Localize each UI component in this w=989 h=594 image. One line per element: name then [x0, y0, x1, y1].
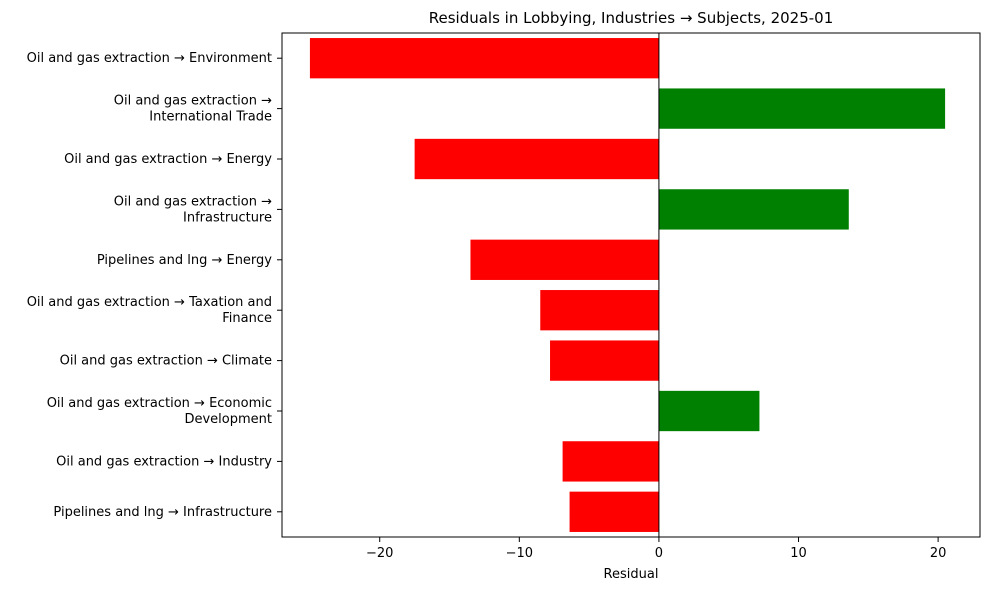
- x-tick-label: 0: [655, 546, 663, 561]
- x-axis: −20 −10 0 10 20: [366, 537, 946, 561]
- bar: [540, 290, 659, 331]
- y-tick-label: Oil and gas extraction → Environment: [27, 51, 272, 66]
- x-tick-label: −10: [506, 546, 533, 561]
- bar: [309, 38, 659, 79]
- chart-title: Residuals in Lobbying, Industries → Subj…: [429, 9, 834, 27]
- bar: [569, 491, 659, 532]
- y-tick-label: Pipelines and lng → Energy: [97, 252, 272, 267]
- y-tick-label: Oil and gas extraction → International Tr…: [114, 93, 272, 124]
- bar: [470, 239, 659, 280]
- y-tick-label: Oil and gas extraction → Economic Develop…: [47, 396, 272, 427]
- x-tick-label: 20: [930, 546, 947, 561]
- bar: [550, 340, 659, 381]
- y-tick-label: Pipelines and lng → Infrastructure: [53, 504, 272, 519]
- x-tick-label: −20: [366, 546, 393, 561]
- y-tick-label: Oil and gas extraction → Energy: [64, 152, 272, 167]
- y-tick-label: Oil and gas extraction → Taxation and Fin…: [27, 295, 272, 326]
- bar: [414, 138, 659, 180]
- y-tick-label: Oil and gas extraction → Climate: [60, 353, 272, 368]
- x-axis-label: Residual: [604, 567, 659, 582]
- plot-frame: [281, 32, 981, 538]
- bar: [658, 390, 760, 432]
- x-tick-label: 10: [790, 546, 807, 561]
- bar: [658, 88, 946, 129]
- bar: [658, 189, 849, 230]
- y-tick-label: Oil and gas extraction → Infrastructure: [114, 194, 272, 225]
- y-tick-label: Oil and gas extraction → Industry: [56, 454, 272, 469]
- y-axis: Oil and gas extraction → Environment Oil …: [27, 51, 282, 519]
- bars: [309, 38, 946, 532]
- bar: [562, 441, 659, 482]
